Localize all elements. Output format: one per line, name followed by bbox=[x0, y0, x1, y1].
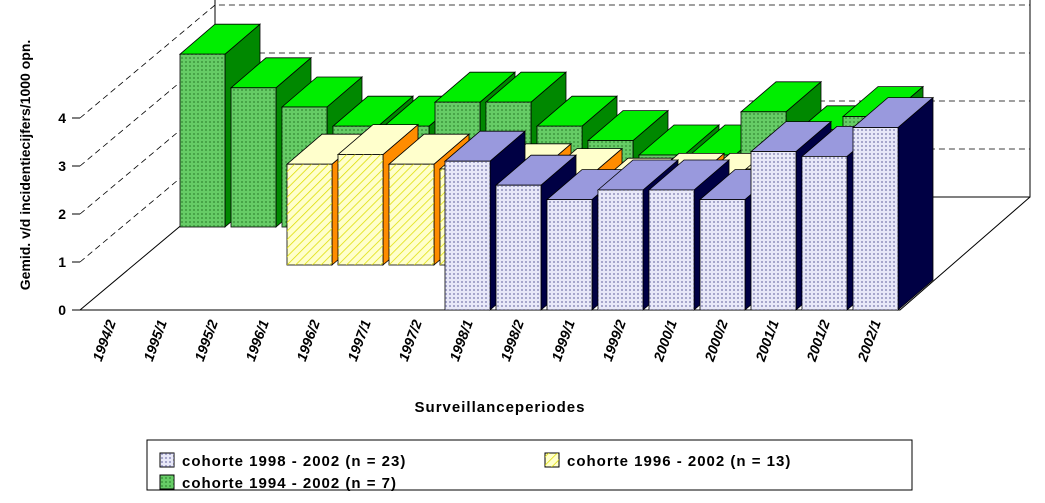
x-tick-label: 1999/2 bbox=[599, 317, 629, 363]
bar-pattern bbox=[547, 199, 592, 310]
x-axis-title: Surveillanceperiodes bbox=[415, 399, 586, 416]
x-tick-label: 2001/1 bbox=[752, 317, 782, 364]
legend bbox=[146, 439, 913, 491]
y-tick-label: 2 bbox=[58, 206, 66, 222]
x-tick-label: 1994/2 bbox=[89, 317, 119, 363]
bar-pattern bbox=[445, 161, 490, 310]
x-tick-label: 1996/2 bbox=[293, 317, 323, 363]
bar-pattern bbox=[853, 127, 898, 310]
legend-swatch-pattern bbox=[160, 475, 174, 489]
legend-label: cohorte 1996 - 2002 (n = 13) bbox=[567, 453, 791, 470]
bar-pattern bbox=[751, 151, 796, 310]
x-tick-label: 1999/1 bbox=[548, 317, 578, 363]
legend-label: cohorte 1998 - 2002 (n = 23) bbox=[182, 453, 406, 470]
bar-pattern bbox=[287, 164, 332, 265]
bar-pattern bbox=[802, 156, 847, 310]
legend-items: cohorte 1998 - 2002 (n = 23) cohorte 1996… bbox=[159, 452, 791, 492]
legend-swatch-pattern bbox=[545, 453, 559, 467]
y-tick-label: 3 bbox=[58, 158, 66, 174]
x-tick-label: 1997/1 bbox=[344, 317, 374, 363]
bar-side bbox=[897, 96, 934, 311]
x-tick-label: 1995/1 bbox=[140, 317, 170, 363]
x-tick-label: 1996/1 bbox=[242, 317, 272, 363]
y-axis-title: Gemid. v/d incidentiecijfers/1000 opn. bbox=[17, 40, 33, 291]
y-tick-label: 4 bbox=[58, 110, 66, 126]
bar-pattern bbox=[649, 190, 694, 310]
bar-pattern bbox=[231, 87, 276, 227]
y-tick-label: 1 bbox=[58, 254, 66, 270]
x-tick-label: 1997/2 bbox=[395, 317, 425, 363]
x-tick-label: 2000/2 bbox=[701, 317, 731, 364]
y-tick-label: 0 bbox=[58, 302, 66, 318]
bar-pattern bbox=[180, 54, 225, 228]
x-tick-label: 2000/1 bbox=[650, 317, 680, 364]
legend-swatch-pattern bbox=[160, 453, 174, 467]
bar bbox=[851, 96, 935, 311]
x-tick-label: 2002/1 bbox=[854, 317, 884, 364]
bar-pattern bbox=[700, 199, 745, 310]
bar-pattern bbox=[338, 154, 383, 265]
x-tick-label: 2001/2 bbox=[803, 317, 833, 364]
x-tick-label: 1995/2 bbox=[191, 317, 221, 363]
x-tick-label: 1998/2 bbox=[497, 317, 527, 363]
x-tick-label: 1998/1 bbox=[446, 317, 476, 363]
bar-pattern bbox=[389, 164, 434, 265]
bar-pattern bbox=[496, 185, 541, 310]
legend-label: cohorte 1994 - 2002 (n = 7) bbox=[182, 475, 397, 492]
bar-pattern bbox=[598, 190, 643, 310]
